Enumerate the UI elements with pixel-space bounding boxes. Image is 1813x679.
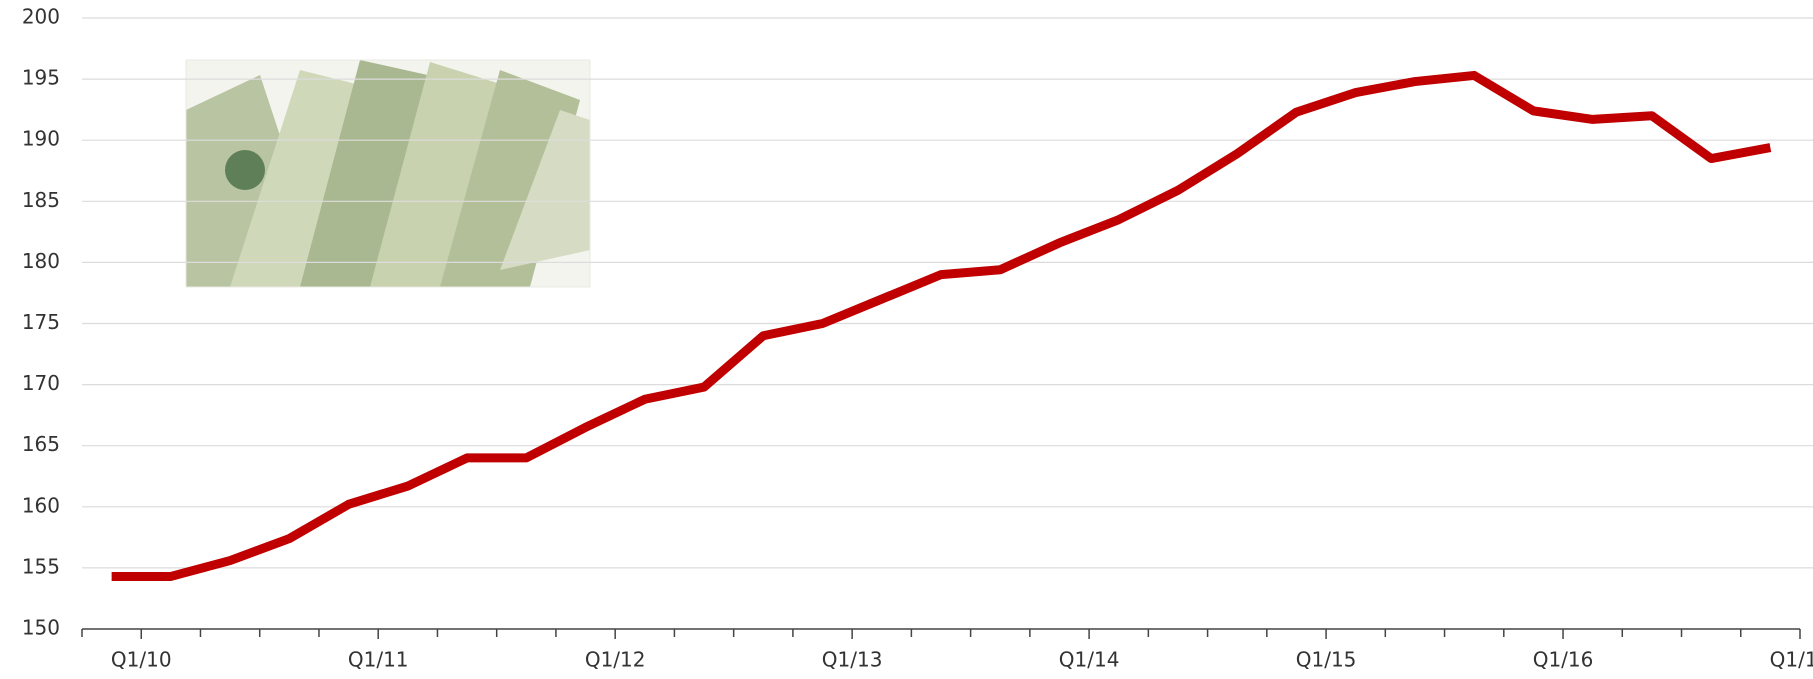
y-tick-label: 195: [22, 66, 60, 90]
y-tick-label: 150: [22, 616, 60, 640]
y-tick-label: 200: [22, 5, 60, 29]
x-tick-label: Q1/14: [1059, 648, 1120, 672]
money-photo: [185, 59, 591, 288]
y-tick-label: 170: [22, 371, 60, 395]
x-tick-label: Q1/17: [1770, 648, 1813, 672]
line-series: [111, 70, 1772, 581]
y-tick-label: 165: [22, 432, 60, 456]
x-tick-label: Q1/11: [348, 648, 409, 672]
x-tick-label: Q1/10: [111, 648, 172, 672]
y-tick-label: 185: [22, 188, 60, 212]
y-tick-label: 155: [22, 554, 60, 578]
x-tick-label: Q1/16: [1533, 648, 1594, 672]
y-tick-label: 180: [22, 249, 60, 273]
y-tick-label: 160: [22, 493, 60, 517]
y-tick-label: 190: [22, 127, 60, 151]
y-tick-label: 175: [22, 310, 60, 334]
x-tick-label: Q1/15: [1296, 648, 1357, 672]
x-tick-label: Q1/12: [585, 648, 646, 672]
x-tick-label: Q1/13: [822, 648, 883, 672]
